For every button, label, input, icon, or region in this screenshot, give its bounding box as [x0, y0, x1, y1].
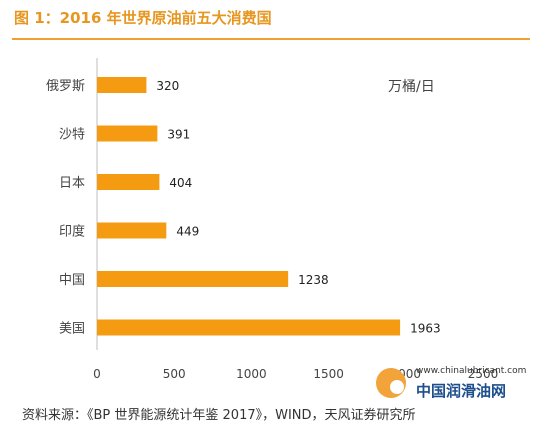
watermark-name: 中国润滑油网: [416, 382, 507, 400]
bar-6: [97, 319, 401, 336]
value-label: 449: [176, 225, 199, 239]
x-tick-label: 1000: [236, 367, 267, 381]
watermark: www.chinalubricant.com 中国润滑油网: [372, 362, 532, 406]
category-label: 印度: [59, 224, 85, 240]
figure-title: 图 1：2016 年世界原油前五大消费国: [14, 9, 272, 27]
value-label: 404: [169, 176, 192, 190]
source-note: 资料来源：《BP 世界能源统计年鉴 2017》，WIND，天风证券研究所: [22, 408, 416, 423]
bar-2: [97, 125, 158, 142]
x-tick-label: 0: [93, 367, 101, 381]
watermark-logo-icon: [376, 368, 406, 398]
x-tick-label: 2500: [468, 367, 499, 381]
x-tick-label: 500: [163, 367, 186, 381]
chart-bars: [97, 77, 401, 336]
bar-3: [97, 174, 160, 190]
value-label: 1238: [298, 273, 329, 287]
x-tick-label: 1500: [313, 367, 344, 381]
value-label: 320: [156, 79, 179, 93]
bar-4: [97, 222, 167, 239]
category-label: 俄罗斯: [46, 79, 85, 94]
category-label: 日本: [59, 176, 85, 191]
value-label: 1963: [410, 322, 441, 336]
category-label: 美国: [59, 322, 85, 337]
watermark-url: www.chinalubricant.com: [416, 366, 527, 376]
title-divider: [12, 38, 530, 40]
category-label: 中国: [59, 273, 85, 288]
category-label: 沙特: [59, 128, 85, 143]
value-labels: 320 391 404 449 1238 1963: [156, 79, 440, 336]
value-label: 391: [167, 128, 190, 142]
bar-5: [97, 271, 289, 287]
unit-label: 万桶/日: [388, 79, 435, 95]
x-tick-labels: 0 500 1000 1500 2000 2500: [93, 367, 498, 381]
bar-1: [97, 77, 147, 93]
